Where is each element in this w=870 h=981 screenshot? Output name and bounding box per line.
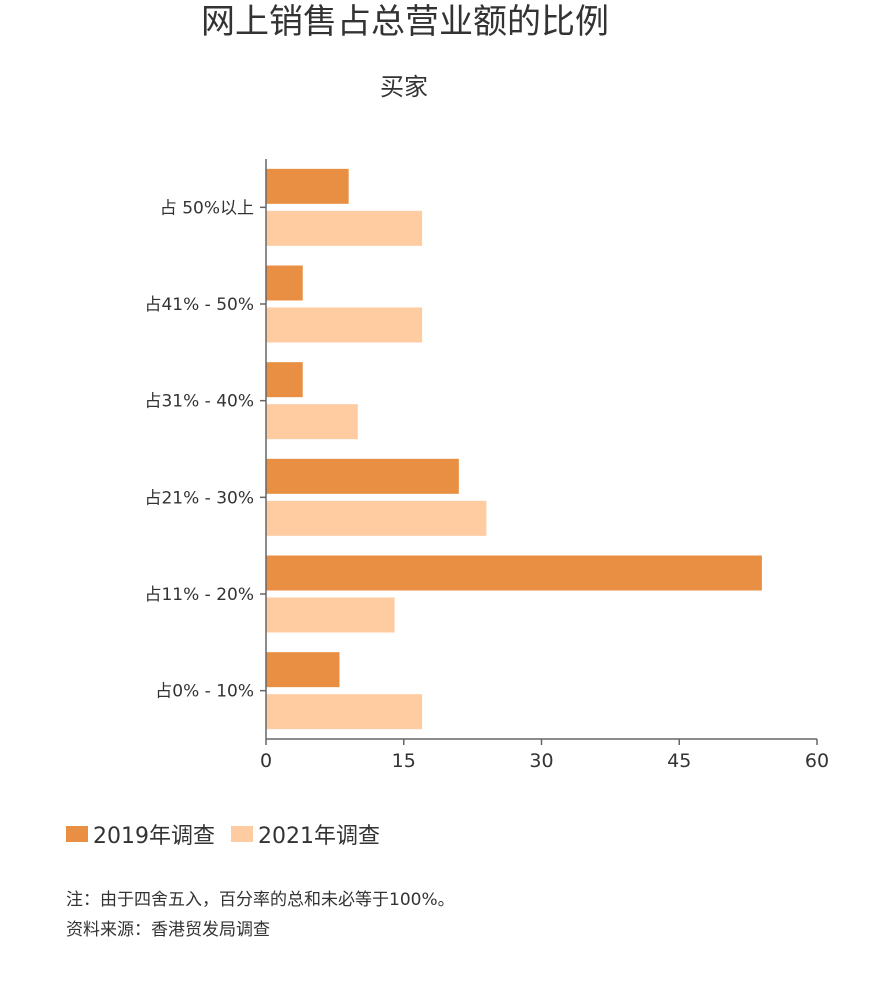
y-tick-label-4: 占11% - 20% <box>144 585 254 605</box>
legend: 2019年调查 2021年调查 <box>66 818 396 850</box>
bar-2019-5 <box>266 652 340 688</box>
bar-2019-3 <box>266 458 459 494</box>
y-tick-label-1: 占41% - 50% <box>144 295 254 315</box>
bar-2019-0 <box>266 168 349 204</box>
bar-2021-2 <box>266 404 358 440</box>
x-tick-label-4: 60 <box>805 750 829 772</box>
rounding-note: 注：由于四舍五入，百分率的总和未必等于100%。 <box>66 890 455 910</box>
y-tick-label-2: 占31% - 40% <box>144 392 254 412</box>
legend-swatch-2019 <box>66 826 88 842</box>
legend-label-2021: 2021年调查 <box>258 824 380 849</box>
chart-title: 网上销售占总营业额的比例 <box>201 2 609 42</box>
chart-subtitle: 买家 <box>380 73 428 101</box>
x-tick-label-3: 45 <box>667 750 691 772</box>
x-tick-label-2: 30 <box>529 750 553 772</box>
bar-2021-1 <box>266 307 423 343</box>
legend-item-2021[interactable]: 2021年调查 <box>231 818 380 850</box>
footnotes: 注：由于四舍五入，百分率的总和未必等于100%。 资料来源：香港贸发局调查 <box>66 885 455 945</box>
bar-2021-4 <box>266 597 395 633</box>
bar-2021-3 <box>266 500 487 536</box>
bar-2019-2 <box>266 362 303 398</box>
y-tick-label-3: 占21% - 30% <box>144 488 254 508</box>
bar-2021-5 <box>266 694 423 730</box>
legend-label-2019: 2019年调查 <box>93 824 215 849</box>
legend-item-2019[interactable]: 2019年调查 <box>66 818 215 850</box>
legend-swatch-2021 <box>231 826 253 842</box>
source-note: 资料来源：香港贸发局调查 <box>66 920 270 940</box>
x-tick-label-0: 0 <box>260 750 272 772</box>
bar-2019-1 <box>266 265 303 301</box>
y-tick-label-0: 占 50%以上 <box>160 198 254 218</box>
y-tick-label-5: 占0% - 10% <box>155 682 254 702</box>
bar-2019-4 <box>266 555 762 591</box>
x-tick-label-1: 15 <box>392 750 416 772</box>
bar-2021-0 <box>266 210 423 246</box>
